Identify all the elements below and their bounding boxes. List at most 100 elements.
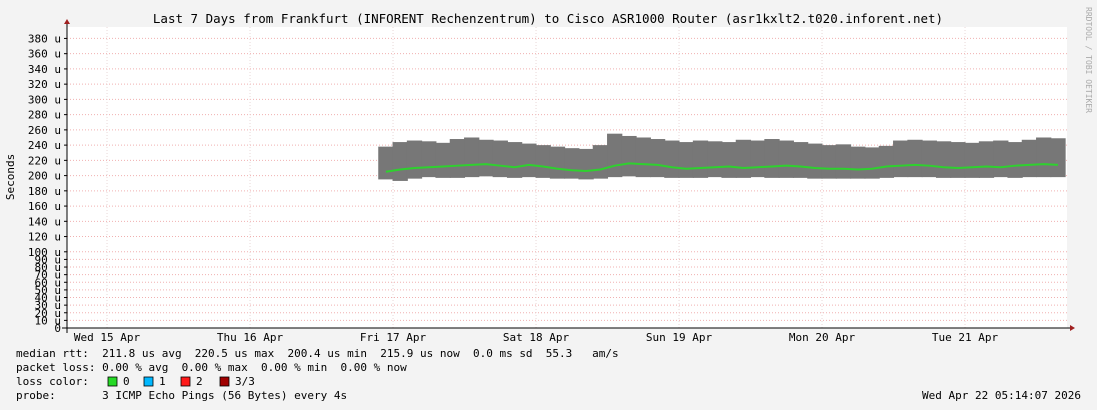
smoke-band bbox=[492, 140, 508, 178]
y-tick-label: 160 u bbox=[28, 200, 61, 213]
smoke-band bbox=[1007, 142, 1023, 178]
smoke-band bbox=[578, 148, 594, 180]
smoke-band bbox=[564, 148, 580, 179]
smoke-band bbox=[850, 146, 866, 179]
smoke-band bbox=[878, 145, 895, 178]
x-axis-arrow bbox=[1070, 325, 1075, 331]
y-tick-label: 380 u bbox=[28, 32, 61, 45]
smoke-band bbox=[521, 143, 537, 178]
legend-line: loss color: bbox=[16, 375, 89, 388]
loss-color-swatch bbox=[143, 376, 154, 387]
loss-color-label: 2 bbox=[196, 375, 203, 388]
timestamp: Wed Apr 22 05:14:07 2026 bbox=[922, 389, 1081, 402]
smoke-band bbox=[635, 137, 651, 178]
smoke-band bbox=[750, 140, 766, 178]
y-tick-label: 280 u bbox=[28, 109, 61, 122]
legend: 010 u20 u30 u40 u50 u60 u70 u80 u90 u100… bbox=[16, 32, 1081, 402]
smoke-band bbox=[821, 145, 837, 179]
x-tick-label: Fri 17 Apr bbox=[360, 331, 427, 344]
smoke-band bbox=[435, 142, 451, 178]
smoke-band bbox=[721, 142, 737, 178]
smoke-band bbox=[707, 141, 723, 178]
y-axis-arrow bbox=[64, 19, 70, 24]
smoke-band bbox=[907, 139, 923, 178]
smoke-band bbox=[478, 139, 494, 177]
y-tick-label: 200 u bbox=[28, 170, 61, 183]
y-tick-label: 0 bbox=[54, 322, 61, 335]
x-tick-label: Mon 20 Apr bbox=[789, 331, 856, 344]
smoke-band bbox=[935, 141, 952, 178]
smoke-band bbox=[735, 139, 752, 178]
loss-color-label: 1 bbox=[159, 375, 166, 388]
smoke-band bbox=[549, 146, 566, 179]
legend-line: median rtt: 211.8 us avg 220.5 us max 20… bbox=[16, 347, 619, 360]
smoke-band bbox=[978, 141, 995, 178]
smoke-band bbox=[921, 140, 937, 178]
smoke-band bbox=[835, 144, 852, 179]
smoke-band bbox=[621, 135, 637, 177]
smoke-band bbox=[378, 146, 394, 180]
smoke-band bbox=[893, 140, 909, 178]
smoke-band bbox=[607, 133, 623, 178]
smoke-band bbox=[778, 140, 794, 178]
legend-line: packet loss: 0.00 % avg 0.00 % max 0.00 … bbox=[16, 361, 407, 374]
smoke-band bbox=[692, 140, 709, 178]
smoke-band bbox=[678, 142, 694, 178]
loss-color-label: 0 bbox=[123, 375, 130, 388]
y-tick-label: 100 u bbox=[28, 246, 61, 259]
smoke-band bbox=[392, 142, 408, 181]
loss-color-swatch bbox=[107, 376, 118, 387]
smoke-band bbox=[592, 145, 609, 179]
y-tick-label: 140 u bbox=[28, 215, 61, 228]
smoke-band bbox=[1050, 138, 1066, 178]
smoke-band bbox=[506, 142, 523, 178]
loss-color-swatch bbox=[180, 376, 191, 387]
smoke-band bbox=[807, 143, 823, 179]
y-tick-label: 180 u bbox=[28, 185, 61, 198]
smoke-band bbox=[964, 142, 980, 178]
smoke-band bbox=[993, 140, 1009, 178]
x-tick-label: Sat 18 Apr bbox=[503, 331, 570, 344]
y-tick-label: 70 u bbox=[35, 269, 62, 282]
x-tick-label: Sun 19 Apr bbox=[646, 331, 713, 344]
smoke-band bbox=[1036, 137, 1052, 178]
smoke-band bbox=[950, 142, 966, 178]
loss-color-label: 3/3 bbox=[235, 375, 255, 388]
y-tick-label: 340 u bbox=[28, 63, 61, 76]
loss-color-swatch bbox=[219, 376, 230, 387]
y-tick-label: 300 u bbox=[28, 93, 61, 106]
smoke-band bbox=[406, 140, 423, 179]
watermark: RRDTOOL / TOBI OETIKER bbox=[1084, 7, 1093, 113]
marks bbox=[378, 133, 1066, 181]
y-tick-label: 90 u bbox=[35, 253, 62, 266]
y-tick-label: 120 u bbox=[28, 231, 61, 244]
smoke-band bbox=[421, 141, 437, 178]
smoke-band bbox=[664, 140, 680, 178]
legend-line: probe: 3 ICMP Echo Pings (56 Bytes) ever… bbox=[16, 389, 347, 402]
smoke-band bbox=[764, 139, 780, 178]
smoke-band bbox=[464, 137, 480, 178]
x-tick-label: Tue 21 Apr bbox=[932, 331, 999, 344]
smoke-band bbox=[449, 139, 466, 178]
median-line bbox=[385, 162, 1059, 173]
x-tick-label: Thu 16 Apr bbox=[217, 331, 284, 344]
y-axis-label: Seconds bbox=[4, 154, 17, 200]
y-tick-label: 320 u bbox=[28, 78, 61, 91]
y-tick-label: 30 u bbox=[35, 299, 62, 312]
smoke-band bbox=[792, 142, 809, 178]
x-tick-label: Wed 15 Apr bbox=[74, 331, 141, 344]
axes bbox=[62, 19, 1075, 333]
chart-title: Last 7 Days from Frankfurt (INFORENT Rec… bbox=[153, 11, 943, 26]
y-tick-label: 260 u bbox=[28, 124, 61, 137]
y-tick-label: 60 u bbox=[35, 276, 62, 289]
y-tick-label: 40 u bbox=[35, 292, 62, 305]
smoke-band bbox=[864, 147, 880, 179]
smoke-band bbox=[535, 145, 551, 178]
smoke-band bbox=[1021, 139, 1038, 178]
smoke-band bbox=[649, 139, 666, 178]
y-tick-label: 10 u bbox=[35, 314, 62, 327]
y-tick-label: 240 u bbox=[28, 139, 61, 152]
y-tick-label: 20 u bbox=[35, 307, 62, 320]
y-tick-label: 80 u bbox=[35, 261, 62, 274]
